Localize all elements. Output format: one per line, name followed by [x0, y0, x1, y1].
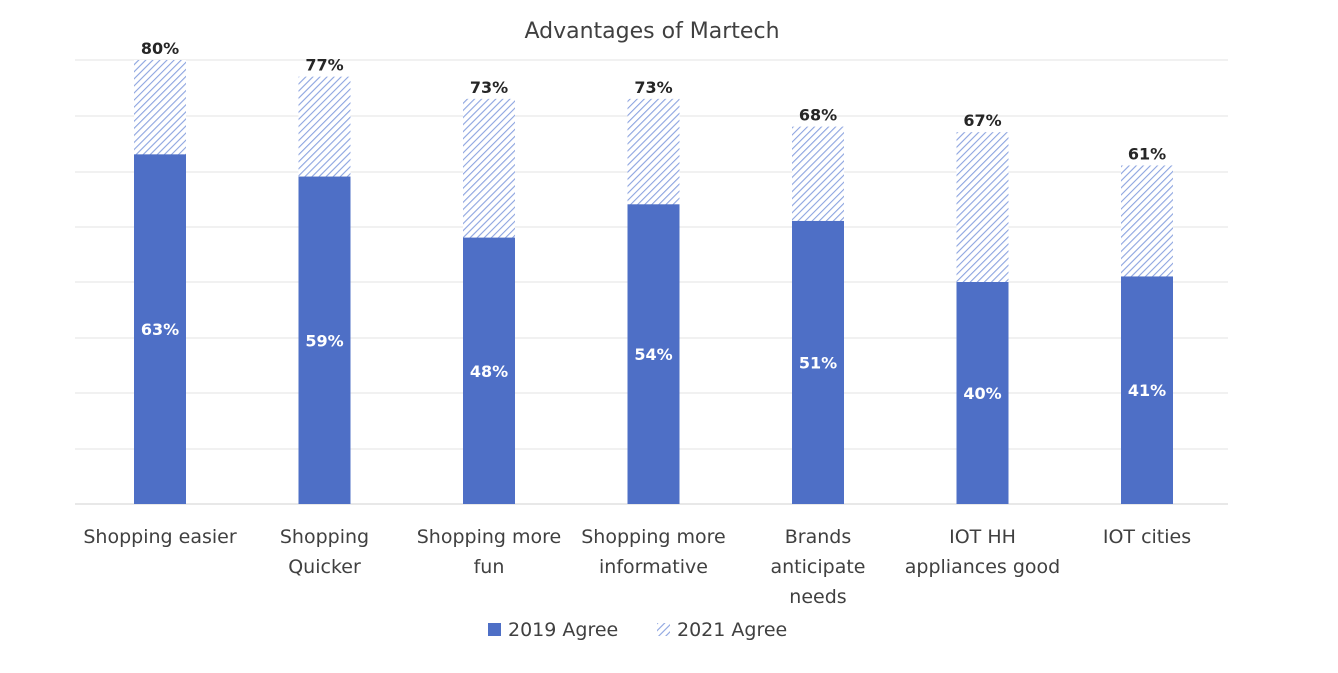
bar-2019-agree [792, 220, 844, 504]
x-tick-label: Shopping more fun [417, 526, 562, 578]
data-labels: 80% 63% 77% 59% 73% 48% 73% 54% 68% 51% 67% 40% 61% 4… [141, 39, 1166, 403]
data-label-2019: 41% [1128, 381, 1166, 400]
x-axis: Shopping easier Shopping Quicker Shopping m… [83, 526, 1191, 608]
x-tick-label: IOT HH appliances good [905, 526, 1060, 578]
data-label-2021: 80% [141, 39, 179, 58]
x-tick-label-line: Shopping more [581, 526, 726, 548]
x-tick-label: Shopping Quicker [280, 526, 369, 578]
legend-swatch-2021 [657, 623, 670, 636]
bar-2019-agree [1121, 276, 1173, 504]
data-label-2021: 73% [470, 78, 508, 97]
x-tick-label-line: Brands [785, 526, 852, 548]
x-tick-label-line: IOT HH [949, 526, 1016, 548]
legend: 2019 Agree 2021 Agree [488, 619, 787, 641]
bar-2019-agree [134, 154, 186, 504]
data-label-2021: 68% [799, 106, 837, 125]
x-tick-label-line: Quicker [288, 556, 361, 578]
x-tick-label: Shopping easier [83, 526, 236, 548]
legend-label-2019: 2019 Agree [508, 619, 618, 641]
x-tick-label-line: appliances good [905, 556, 1060, 578]
x-tick-label-line: informative [599, 556, 708, 578]
bar-2019-agree [627, 204, 680, 505]
data-label-2019: 59% [305, 331, 343, 350]
x-tick-label-line: Shopping [280, 526, 369, 548]
x-tick-label-line: needs [789, 586, 846, 608]
bars [134, 60, 1173, 505]
x-tick-label: Shopping more informative [581, 526, 726, 578]
x-tick-label-line: Shopping more [417, 526, 562, 548]
data-label-2019: 54% [634, 345, 672, 364]
data-label-2021: 61% [1128, 144, 1166, 163]
legend-label-2021: 2021 Agree [677, 619, 787, 641]
bar-2019-agree [463, 237, 515, 504]
data-label-2019: 40% [963, 384, 1001, 403]
data-label-2021: 73% [634, 78, 672, 97]
chart-title: Advantages of Martech [524, 19, 779, 44]
legend-swatch-2019 [488, 623, 501, 636]
x-tick-label: Brands anticipate needs [771, 526, 866, 608]
data-label-2019: 48% [470, 362, 508, 381]
x-tick-label-line: IOT cities [1103, 526, 1191, 548]
data-label-2021: 77% [305, 56, 343, 75]
data-label-2021: 67% [963, 111, 1001, 130]
data-label-2019: 63% [141, 320, 179, 339]
x-tick-label-line: fun [474, 556, 505, 578]
x-tick-label-line: anticipate [771, 556, 866, 578]
data-label-2019: 51% [799, 353, 837, 372]
x-tick-label: IOT cities [1103, 526, 1191, 548]
x-tick-label-line: Shopping easier [83, 526, 236, 548]
bar-2019-agree [298, 176, 351, 505]
bar-2019-agree [956, 282, 1009, 504]
